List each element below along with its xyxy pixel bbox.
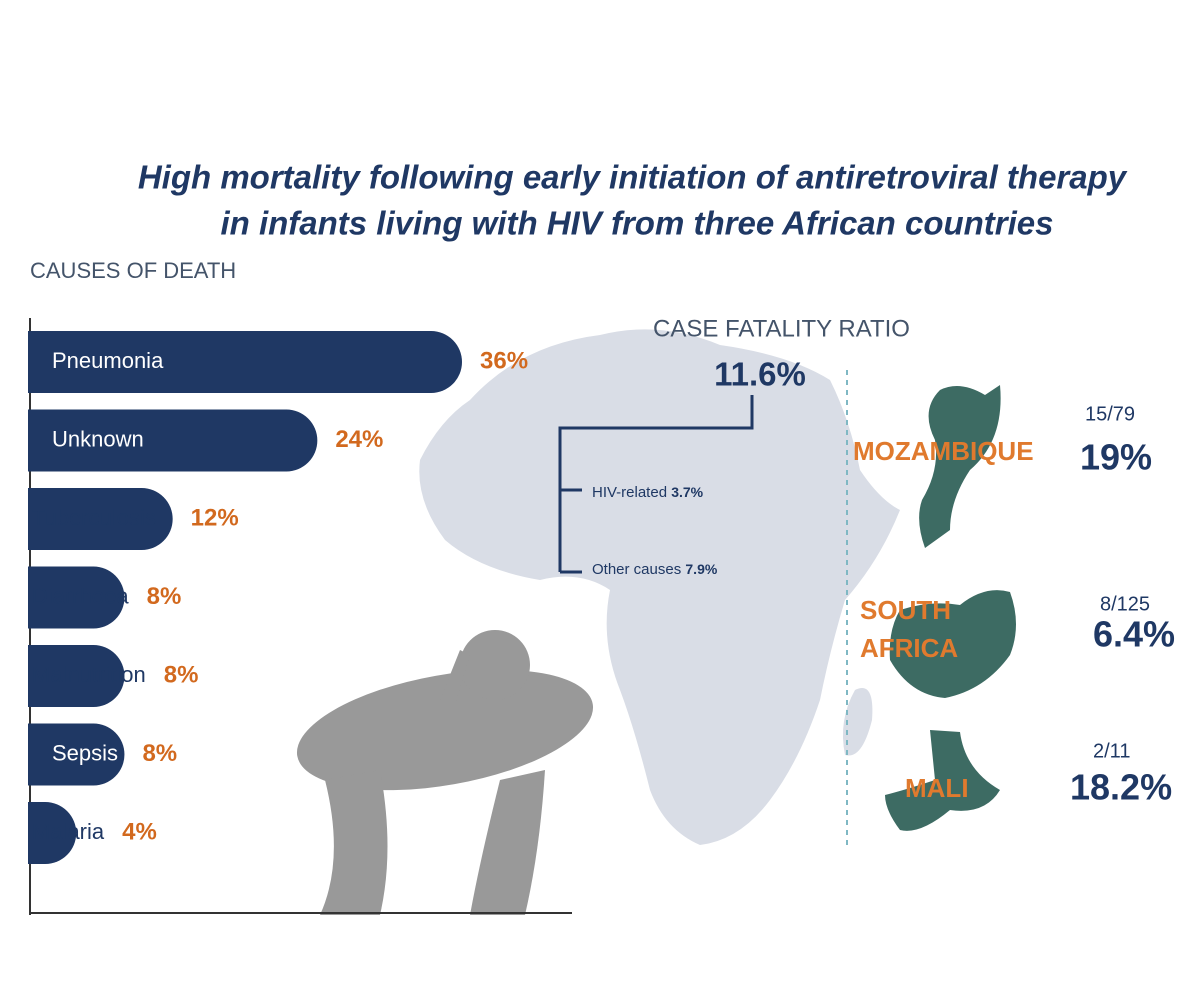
bracket bbox=[558, 395, 754, 574]
country-maps bbox=[885, 385, 1016, 831]
country-ratio: 19% bbox=[1080, 437, 1152, 478]
value-label: 8% bbox=[164, 661, 199, 688]
cfr-title: CASE FATALITY RATIO bbox=[653, 315, 910, 342]
country-ratio: 6.4% bbox=[1093, 614, 1175, 655]
bar-label: Diarrhoea bbox=[32, 583, 129, 608]
country-ratio: 18.2% bbox=[1070, 767, 1172, 808]
country-fraction: 2/11 bbox=[1093, 740, 1130, 762]
country-name: AFRICA bbox=[860, 633, 958, 663]
cfr-label: Other causes 7.9% bbox=[592, 561, 718, 578]
bar bbox=[28, 723, 125, 786]
country-name: MALI bbox=[905, 773, 969, 803]
bar bbox=[28, 488, 173, 550]
bar bbox=[28, 409, 318, 472]
value-label: 12% bbox=[191, 504, 239, 531]
country-fraction: 8/125 bbox=[1100, 593, 1150, 615]
cfr-label: HIV-related 3.7% bbox=[592, 484, 704, 501]
case-fatality: CASE FATALITY RATIO 11.6% HIV-related 3.… bbox=[558, 315, 910, 578]
title-line: High mortality following early initiatio… bbox=[138, 159, 1128, 196]
country-name: MOZAMBIQUE bbox=[853, 436, 1034, 466]
value-label: 8% bbox=[142, 740, 177, 767]
bar-label: Sepsis bbox=[52, 740, 118, 765]
cfr-total: 11.6% bbox=[714, 356, 806, 393]
africa-map bbox=[419, 329, 900, 845]
cfr-value: 3.7% bbox=[671, 484, 703, 500]
cfr-label: Other causes bbox=[592, 561, 681, 578]
bar bbox=[28, 566, 125, 629]
bar-label: Unknown bbox=[52, 426, 144, 451]
bar-label: Malaria bbox=[32, 819, 105, 844]
bar-label: Tuberculosis bbox=[32, 505, 156, 530]
cfr-label: HIV-related bbox=[592, 484, 667, 501]
value-label: 8% bbox=[147, 583, 182, 610]
chart-title: CAUSES OF DEATH bbox=[30, 258, 236, 283]
value-label: 4% bbox=[122, 818, 157, 845]
bar-label: Malnutrition bbox=[32, 662, 146, 687]
title-line: in infants living with HIV from three Af… bbox=[220, 205, 1053, 242]
country-fraction: 15/79 bbox=[1085, 403, 1135, 425]
bar bbox=[28, 802, 77, 864]
value-label: 24% bbox=[335, 426, 383, 453]
baby-silhouette bbox=[296, 630, 594, 915]
bar bbox=[28, 645, 125, 707]
country-name: SOUTH bbox=[860, 595, 951, 625]
bar bbox=[28, 331, 462, 393]
madagascar bbox=[842, 688, 873, 756]
bar-label: Pneumonia bbox=[52, 348, 164, 373]
cfr-value: 7.9% bbox=[685, 561, 717, 577]
value-label: 36% bbox=[480, 347, 528, 374]
